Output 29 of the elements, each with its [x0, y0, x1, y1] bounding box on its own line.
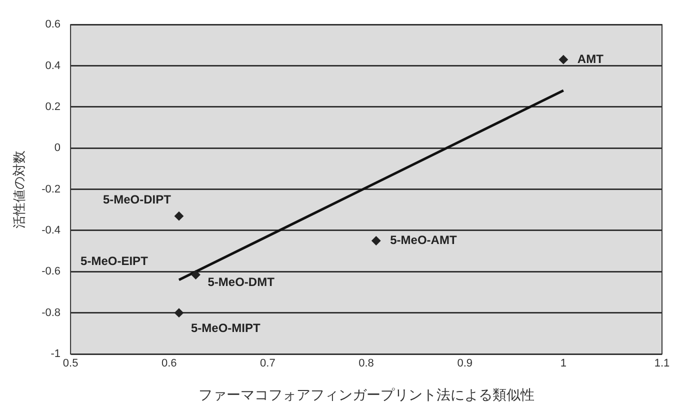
x-axis-title: ファーマコフォアフィンガープリント法による類似性 [198, 386, 534, 402]
annotation: 5-MeO-DMT [208, 275, 276, 290]
y-tick-label: 0.6 [45, 18, 61, 31]
y-tick-label: 0.4 [45, 60, 61, 72]
x-tick-label: 0.5 [62, 358, 78, 370]
point [174, 212, 184, 221]
x-tick-label: 0.9 [457, 358, 472, 370]
annotation: 5-MeO-MIPT [190, 321, 261, 336]
x-tick-label: 0.8 [358, 358, 374, 370]
y-tick-label: -1 [50, 348, 61, 360]
y-tick-label: -0.8 [42, 306, 61, 319]
x-tick-label: 1 [560, 358, 566, 370]
y-axis-title: 活性値の対数 [11, 150, 26, 228]
annotation: AMT [577, 52, 604, 66]
point [372, 236, 381, 246]
y-tick-label: 0.2 [45, 100, 61, 113]
y-tick-label: 0 [54, 142, 61, 154]
y-tick-label: -0.4 [42, 224, 61, 237]
point [191, 270, 200, 280]
y-tick-label: -0.6 [42, 266, 61, 278]
x-tick-label: 0.6 [161, 358, 177, 370]
y-tick-label: -0.2 [42, 183, 61, 196]
annotation: 5-MeO-DIPT [102, 192, 172, 206]
point [174, 308, 184, 318]
point [558, 55, 568, 64]
x-tick-label: 1.1 [654, 358, 670, 370]
annotation: 5-MeO-AMT [390, 233, 458, 248]
x-tick-label: 0.7 [260, 358, 276, 370]
annotation: 5-MeO-EIPT [80, 254, 149, 268]
